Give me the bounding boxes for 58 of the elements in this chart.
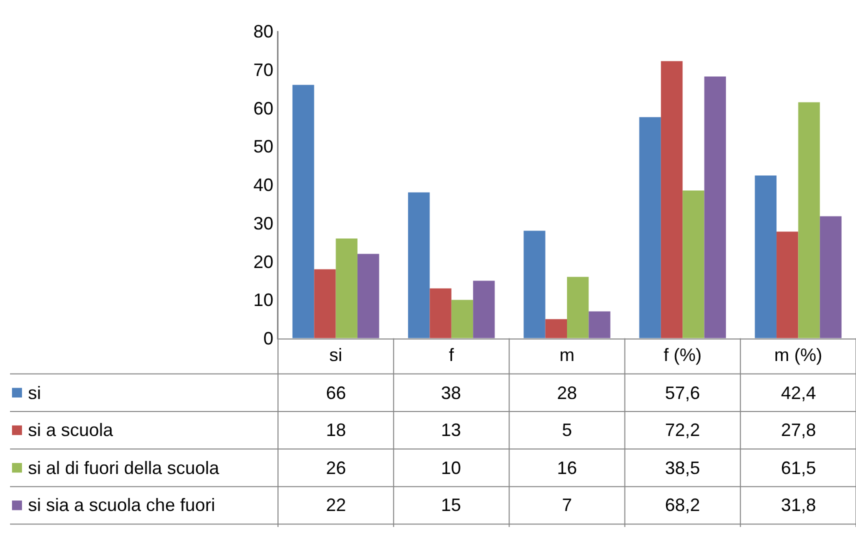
bar: [660, 61, 683, 338]
data-label: 27,8: [781, 420, 816, 440]
y-tick-label: 70: [253, 60, 274, 80]
data-label: 68,2: [665, 495, 700, 515]
data-label: 61,5: [781, 458, 816, 478]
y-tick-label: 10: [253, 290, 274, 310]
y-tick-label: 0: [263, 328, 274, 349]
data-label: 66: [326, 383, 346, 403]
bar: [798, 102, 820, 338]
data-label: 38,5: [665, 458, 700, 478]
data-label: 5: [562, 420, 572, 440]
data-label: 57,6: [665, 383, 700, 403]
y-tick-label: 20: [253, 252, 274, 272]
y-tick-label: 80: [253, 21, 274, 42]
legend-label: si: [28, 383, 41, 403]
bar: [639, 117, 661, 338]
data-label: 28: [557, 383, 578, 403]
bar: [336, 238, 358, 338]
bar: [682, 190, 704, 338]
legend-label: si sia a scuola che fuori: [28, 495, 216, 515]
bar: [357, 254, 380, 338]
y-tick-label: 40: [253, 175, 274, 196]
bar: [545, 319, 567, 338]
bar: [430, 288, 452, 338]
bar: [451, 300, 474, 338]
bar: [408, 192, 430, 338]
bar: [567, 276, 589, 338]
data-label: 13: [441, 420, 462, 440]
bar: [314, 269, 336, 338]
bar: [704, 76, 726, 338]
data-label: 10: [441, 458, 462, 478]
x-tick-label: f (%): [664, 344, 702, 365]
bar: [776, 232, 798, 338]
data-label: 18: [326, 420, 346, 440]
legend-label: si al di fuori della scuola: [28, 458, 220, 478]
data-label: 22: [326, 495, 346, 515]
data-label: 16: [557, 458, 578, 478]
bar: [473, 280, 495, 338]
data-label: 31,8: [781, 495, 816, 515]
bar: [292, 84, 314, 338]
data-label: 38: [441, 383, 462, 403]
data-label: 15: [441, 495, 462, 515]
data-label: 26: [326, 458, 346, 478]
bar: [820, 216, 842, 338]
x-tick-label: si: [329, 344, 342, 365]
x-tick-label: f: [448, 344, 455, 365]
bar: [524, 230, 546, 338]
data-label: 7: [562, 495, 572, 515]
bar: [588, 311, 610, 338]
bar: [754, 176, 777, 338]
data-label: 42,4: [781, 383, 816, 403]
x-tick-label: m: [560, 344, 574, 365]
y-tick-label: 50: [253, 136, 274, 157]
y-tick-label: 60: [253, 98, 274, 118]
x-tick-label: m (%): [774, 344, 822, 365]
legend-label: si a scuola: [28, 420, 114, 440]
y-tick-label: 30: [253, 213, 274, 234]
data-label: 72,2: [665, 420, 700, 440]
